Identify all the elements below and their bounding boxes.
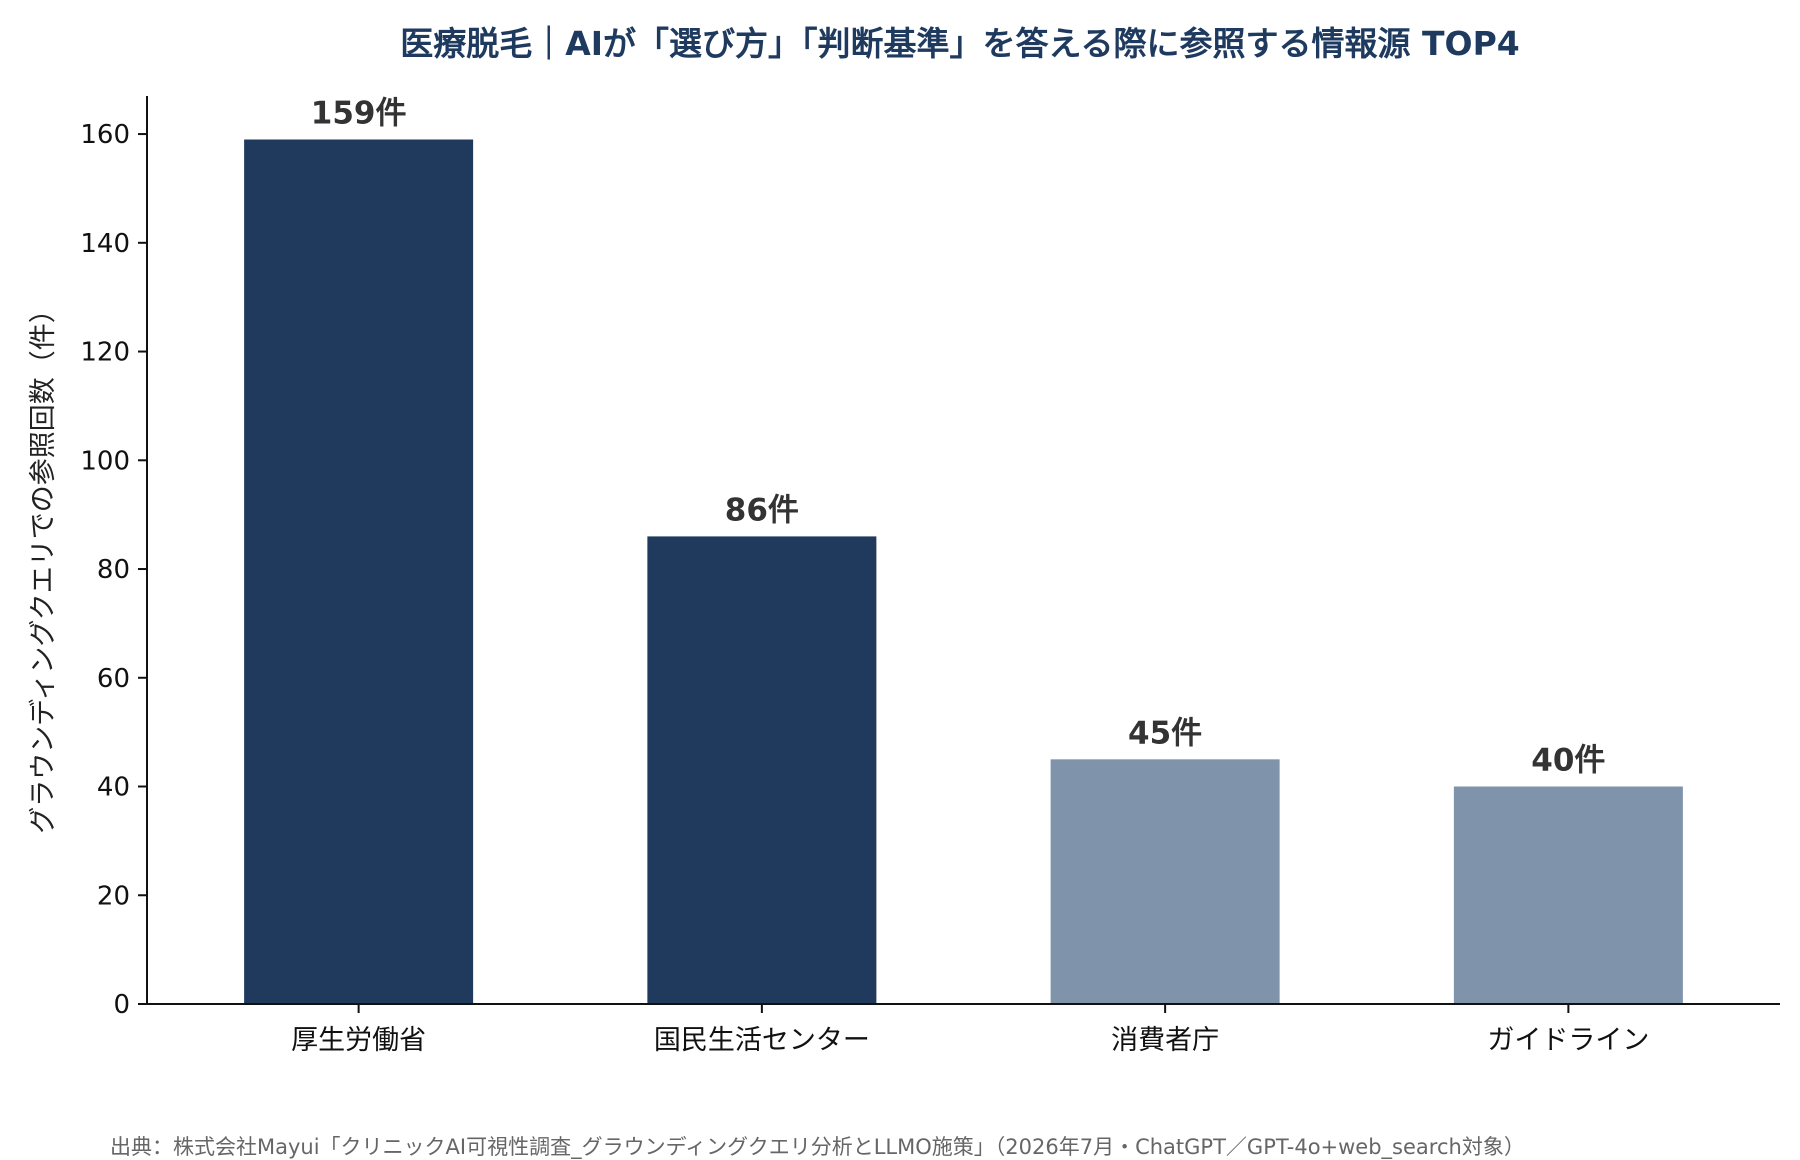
data-label: 45件 <box>1128 715 1202 751</box>
y-tick-label: 20 <box>97 881 130 911</box>
y-tick-label: 0 <box>113 990 130 1020</box>
category-label: 厚生労働省 <box>291 1025 426 1056</box>
category-labels-group: 厚生労働省 国民生活センター 消費者庁 ガイドライン <box>291 1004 1649 1056</box>
y-tick-label: 40 <box>97 773 130 803</box>
data-label: 86件 <box>725 492 799 528</box>
source-note: 出典：株式会社Mayui「クリニックAI可視性調査_グラウンディングクエリ分析と… <box>110 1135 1525 1160</box>
bar <box>647 536 877 1004</box>
category-label: 消費者庁 <box>1111 1025 1219 1056</box>
data-labels-group: 159件 86件 45件 40件 <box>311 95 1606 778</box>
data-label: 159件 <box>311 95 407 131</box>
bars-group <box>244 139 1683 1004</box>
y-tick-label: 100 <box>80 446 130 476</box>
y-tick-label: 120 <box>80 338 130 368</box>
y-tick-label: 140 <box>80 229 130 259</box>
bar <box>1453 786 1683 1004</box>
bar <box>1050 759 1280 1004</box>
y-axis-ticks: 0 20 40 60 80 100 120 140 160 <box>80 120 147 1020</box>
data-label: 40件 <box>1531 743 1605 779</box>
category-label: ガイドライン <box>1487 1025 1649 1056</box>
category-label: 国民生活センター <box>654 1025 870 1056</box>
y-tick-label: 60 <box>97 664 130 694</box>
y-tick-label: 80 <box>97 555 130 585</box>
chart-title: 医療脱毛｜AIが「選び方」「判断基準」を答える際に参照する情報源 TOP4 <box>400 24 1520 63</box>
y-tick-label: 160 <box>80 120 130 150</box>
bar <box>244 139 474 1004</box>
y-axis-label: グラウンディングクエリでの参照回数（件） <box>28 296 59 834</box>
